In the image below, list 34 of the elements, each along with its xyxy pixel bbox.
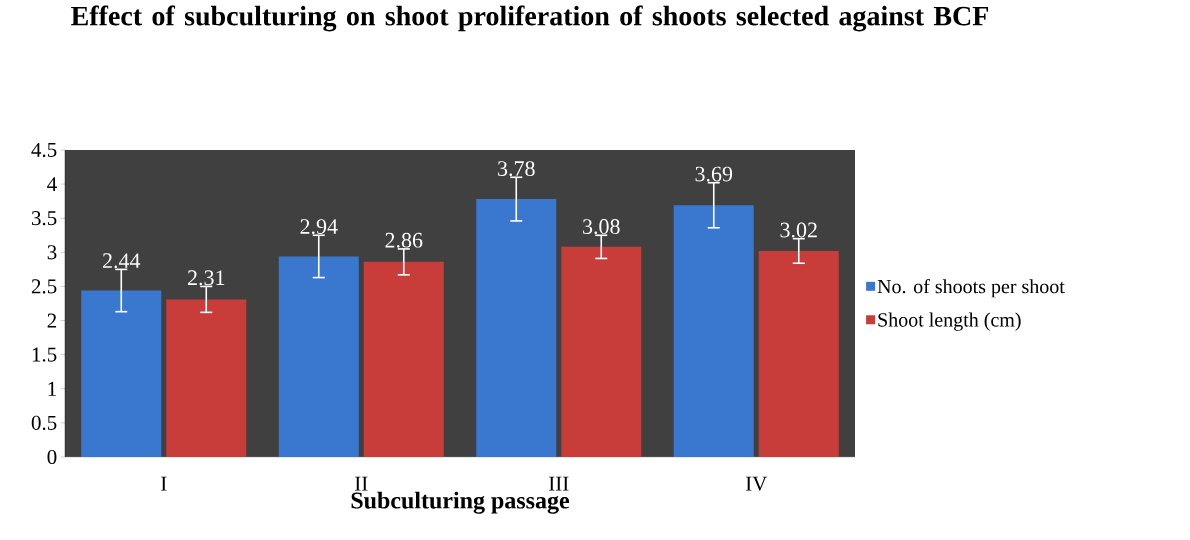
bar: [278, 256, 359, 457]
chart-title: Effect of subculturing on shoot proliferation of shoots selected against BCF: [71, 5, 989, 32]
bar: [673, 205, 754, 457]
data-label: 3.08: [583, 219, 620, 235]
data-label: 2.94: [300, 219, 338, 235]
x-axis-title: Subculturing passage: [351, 491, 570, 514]
y-tick-label: 4: [47, 177, 57, 192]
legend-label: Shoot length (cm): [878, 312, 1021, 331]
x-tick-label: I: [161, 476, 167, 491]
x-tick-label: III: [549, 476, 569, 491]
data-label: 3.78: [498, 161, 535, 177]
bar: [81, 290, 162, 457]
data-label: 3.02: [780, 222, 817, 238]
y-tick-label: 0: [47, 449, 57, 465]
legend-label: No. of shoots per shoot: [877, 279, 1065, 298]
bar: [363, 261, 444, 457]
data-label: 2.31: [187, 270, 225, 286]
y-tick-label: 4.5: [31, 142, 57, 158]
x-tick-label: II: [355, 476, 368, 491]
bar: [561, 246, 642, 457]
y-tick-label: 2.5: [31, 279, 57, 294]
data-label: 3.69: [695, 166, 733, 182]
y-tick-label: 1: [48, 381, 56, 396]
y-tick-label: 0.5: [31, 415, 57, 431]
y-tick-label: 3: [47, 245, 57, 260]
y-tick-label: 2: [47, 313, 57, 328]
y-tick-label: 1.5: [32, 347, 57, 362]
bar: [476, 199, 557, 457]
data-label: 2.44: [102, 253, 141, 269]
bar: [166, 299, 247, 457]
y-tick-label: 3.5: [31, 211, 57, 226]
x-tick-label: IV: [745, 476, 768, 491]
data-label: 2.86: [385, 232, 423, 248]
bar: [758, 250, 839, 457]
